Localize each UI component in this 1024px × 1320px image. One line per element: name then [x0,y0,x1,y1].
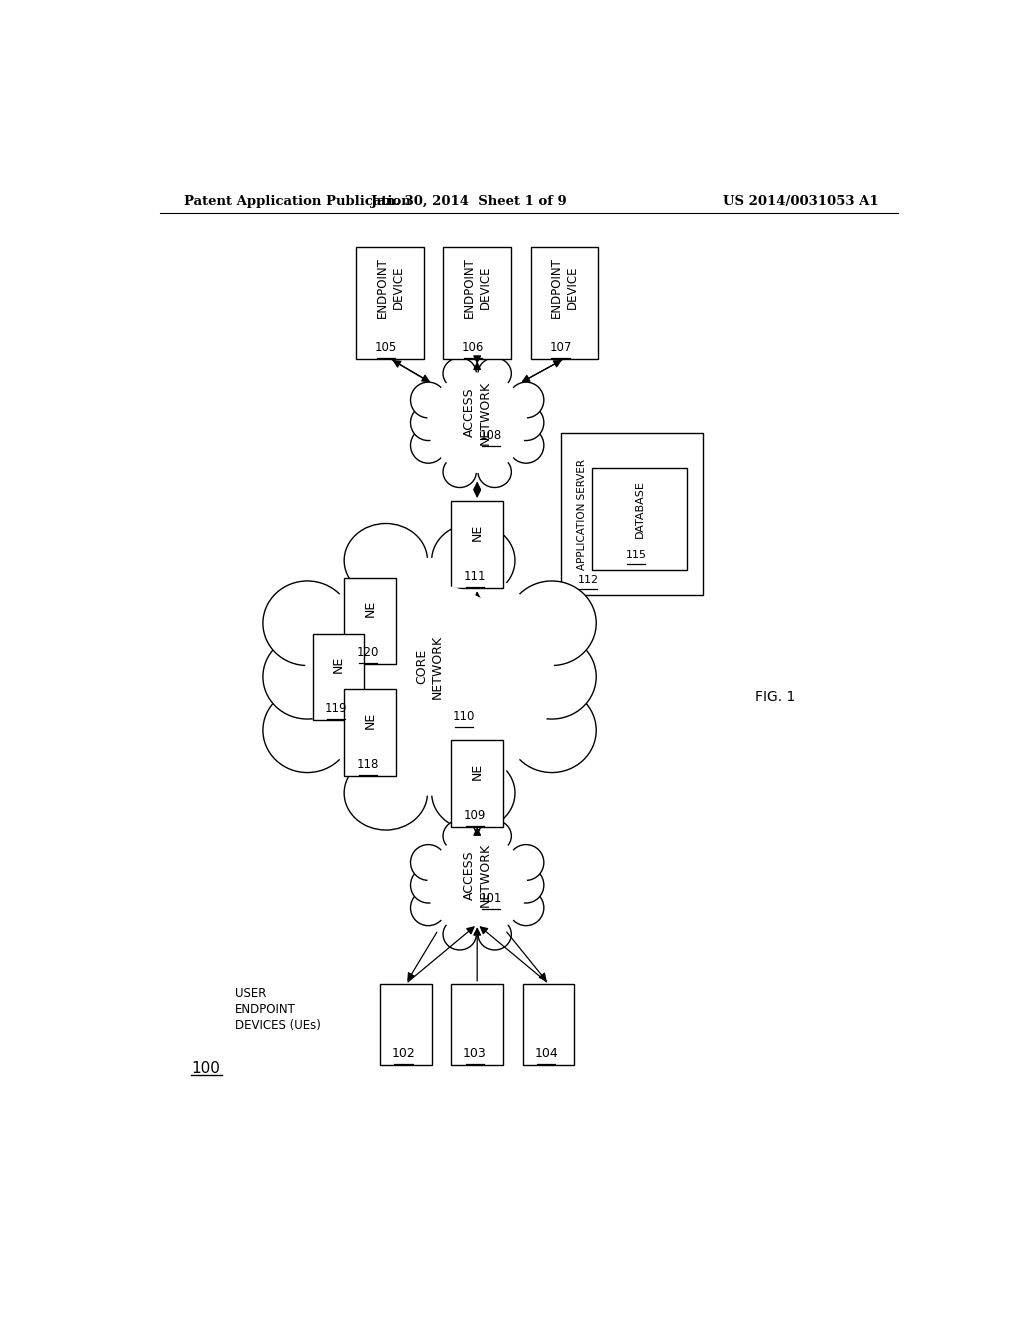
Text: US 2014/0031053 A1: US 2014/0031053 A1 [723,194,879,207]
Ellipse shape [432,524,515,598]
Ellipse shape [263,635,352,719]
Ellipse shape [411,890,446,925]
Ellipse shape [507,581,596,665]
Text: 100: 100 [191,1060,220,1076]
Ellipse shape [508,867,544,903]
Ellipse shape [411,867,446,903]
Ellipse shape [411,381,446,418]
Text: DATABASE: DATABASE [635,480,645,539]
Ellipse shape [438,846,516,924]
Text: 103: 103 [463,1047,486,1060]
Text: CORE
NETWORK: CORE NETWORK [415,635,444,698]
FancyBboxPatch shape [523,983,574,1065]
FancyBboxPatch shape [560,433,703,595]
Text: ACCESS
NETWORK: ACCESS NETWORK [463,843,492,907]
Text: 111: 111 [464,570,486,582]
Ellipse shape [318,572,541,783]
FancyBboxPatch shape [380,983,431,1065]
Ellipse shape [508,845,544,880]
Ellipse shape [427,834,527,936]
Text: 115: 115 [626,550,646,560]
Ellipse shape [443,358,476,389]
FancyBboxPatch shape [312,634,365,719]
Ellipse shape [438,384,516,462]
Ellipse shape [443,457,476,487]
Text: 106: 106 [462,341,484,354]
FancyBboxPatch shape [356,247,424,359]
FancyBboxPatch shape [530,247,598,359]
Ellipse shape [508,405,544,441]
Ellipse shape [478,919,511,950]
Text: APPLICATION SERVER: APPLICATION SERVER [577,458,587,570]
Ellipse shape [427,372,527,473]
Text: 104: 104 [535,1047,558,1060]
Ellipse shape [411,428,446,463]
Ellipse shape [507,635,596,719]
Text: 120: 120 [356,645,379,659]
Text: 107: 107 [549,341,571,354]
Text: NE: NE [364,601,377,618]
Text: Patent Application Publication: Patent Application Publication [183,194,411,207]
Text: ENDPOINT
DEVICE: ENDPOINT DEVICE [376,257,404,318]
Ellipse shape [508,381,544,418]
Text: Jan. 30, 2014  Sheet 1 of 9: Jan. 30, 2014 Sheet 1 of 9 [372,194,567,207]
Ellipse shape [411,845,446,880]
Ellipse shape [478,358,511,389]
Ellipse shape [411,405,446,441]
Ellipse shape [344,524,427,598]
Text: NE: NE [471,763,483,780]
Ellipse shape [263,581,352,665]
Ellipse shape [433,378,521,467]
Text: FIG. 1: FIG. 1 [755,690,796,704]
Ellipse shape [508,428,544,463]
FancyBboxPatch shape [592,469,687,570]
Ellipse shape [478,457,511,487]
Text: ACCESS
NETWORK: ACCESS NETWORK [463,380,492,445]
Text: 118: 118 [356,758,379,771]
Text: ENDPOINT
DEVICE: ENDPOINT DEVICE [550,257,579,318]
Text: 102: 102 [391,1047,416,1060]
Ellipse shape [333,585,526,770]
Ellipse shape [443,919,476,950]
Text: 119: 119 [325,702,347,715]
Text: 108: 108 [480,429,502,442]
Text: 109: 109 [464,809,486,821]
Ellipse shape [478,820,511,851]
FancyBboxPatch shape [452,502,503,587]
Text: NE: NE [332,656,345,673]
FancyBboxPatch shape [344,578,396,664]
Ellipse shape [443,820,476,851]
Ellipse shape [304,558,555,796]
Ellipse shape [508,890,544,925]
FancyBboxPatch shape [344,689,396,776]
Text: ENDPOINT
DEVICE: ENDPOINT DEVICE [463,257,492,318]
Text: 101: 101 [480,892,502,904]
FancyBboxPatch shape [443,247,511,359]
Text: NE: NE [471,524,483,541]
FancyBboxPatch shape [452,983,503,1065]
Ellipse shape [344,756,427,830]
Text: 112: 112 [578,576,599,585]
Ellipse shape [507,688,596,772]
Ellipse shape [263,688,352,772]
Ellipse shape [432,756,515,830]
Text: USER
ENDPOINT
DEVICES (UEs): USER ENDPOINT DEVICES (UEs) [236,987,321,1032]
Text: NE: NE [364,711,377,729]
Text: 110: 110 [453,710,475,723]
Text: 105: 105 [375,341,397,354]
Ellipse shape [433,841,521,929]
FancyBboxPatch shape [452,741,503,826]
